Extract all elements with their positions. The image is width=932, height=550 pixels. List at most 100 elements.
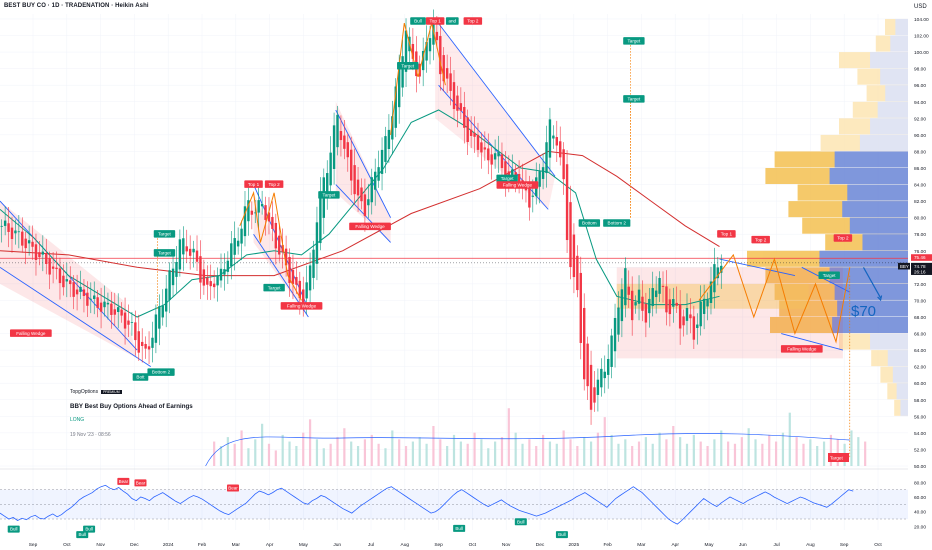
idea-direction: LONG [70,417,85,423]
candle [41,251,45,255]
price-tag: 74.78 [911,262,932,270]
volume-bar [548,441,552,466]
candle [171,268,175,286]
price-tick: 92.00 [914,116,926,122]
pattern-label: Target [263,283,285,292]
rsi-tick: 20.00 [914,524,926,530]
pattern-label-text: Target [158,231,171,236]
pattern-label-box [397,62,419,70]
candle [648,298,651,314]
candle [281,245,284,253]
candle [658,277,661,294]
volume-bar [254,439,257,466]
candle [367,199,370,206]
candle [188,248,192,256]
volume-bar [754,439,757,466]
volume-profile-bar [832,316,908,334]
channel-line [434,18,556,177]
candle [559,141,562,158]
chart-title[interactable]: BEST BUY CO · 1D · TRADENATION · Heikin … [4,3,149,9]
pattern-label: Bottom [578,219,601,227]
volume-bar [665,439,668,466]
pattern-label: Top 2 [463,17,483,25]
rsi-signal-box [453,524,466,532]
candle [452,82,456,110]
ma-200-line [0,150,720,277]
pattern-label-text: Falling Wedge [287,303,317,308]
candle [308,265,312,291]
candle [469,129,473,136]
idea-card[interactable]: TopgOptions PREMIUM BBY Best Buy Options … [66,389,276,443]
pattern-label-text: Target [627,97,640,102]
rsi-signal-text: Bull [455,526,463,531]
candle [480,142,483,153]
volume-bar [774,441,778,466]
candle [305,282,308,299]
pattern-label-text: Top 1 [248,182,260,187]
candle [377,167,380,181]
candle [634,302,637,306]
volume-bar [610,434,613,466]
candle [96,297,99,308]
candle [716,267,720,279]
price-tag-text: 74.78 [914,264,926,269]
price-tick: 52.00 [914,447,926,453]
pattern-label-text: Target [401,63,414,68]
candle [589,364,593,410]
idea-brand: TopgOptions PREMIUM [70,389,122,395]
volume-profile-bar [900,399,908,416]
candle [613,317,617,352]
rsi-signal-box [83,525,96,533]
channel-line [0,266,152,368]
candle [31,241,34,247]
time-tick: Mar [637,542,646,548]
candle [600,368,603,388]
pattern-label-text: Top 2 [837,236,849,241]
volume-bar [706,446,709,466]
symbol-badge: BBY [898,262,910,270]
candle [373,171,377,190]
idea-title[interactable]: BBY Best Buy Options Ahead of Earnings [70,403,193,410]
candle [315,222,319,264]
volume-bar [329,443,332,466]
candle [473,132,476,137]
price-tag: 75.46 [911,254,932,261]
pattern-label-text: and [448,19,456,24]
candle [223,269,226,275]
wedge-zone-2 [253,192,309,317]
price-tick: 60.00 [914,381,926,387]
volume-bar [411,441,414,466]
volume-bar [363,439,367,466]
volume-bar [727,441,730,466]
pattern-label-box [578,219,601,227]
volume-bar [302,432,305,466]
candle [610,335,613,367]
volume-profile-bar [880,68,908,85]
candle [202,269,206,286]
candle [106,302,110,305]
candle [517,174,521,187]
time-tick: 2025 [568,542,579,548]
volume-bar [473,432,476,466]
channel-line [719,258,796,277]
candle [62,275,65,288]
candle [620,289,624,322]
candle [233,238,236,255]
candle [548,119,552,158]
candle [89,298,92,300]
pattern-label-box [9,329,52,337]
candle [10,227,14,240]
candle [630,290,634,321]
time-tick: Sep [434,542,443,548]
candle [720,265,723,273]
rsi-tick: 80.00 [914,480,926,486]
time-axis: Sep Oct Nov Dec 2024 Feb Mar Apr May Jun Jul Aug Sep… [29,542,883,548]
pattern-label: Top 1 [717,230,736,238]
volume-bar [679,437,682,466]
pattern-label: Falling Wedge [496,181,539,189]
time-tick: Oct [469,542,477,548]
candle [86,292,89,306]
volume-bar [809,439,812,466]
rsi-signal-box [117,477,130,485]
